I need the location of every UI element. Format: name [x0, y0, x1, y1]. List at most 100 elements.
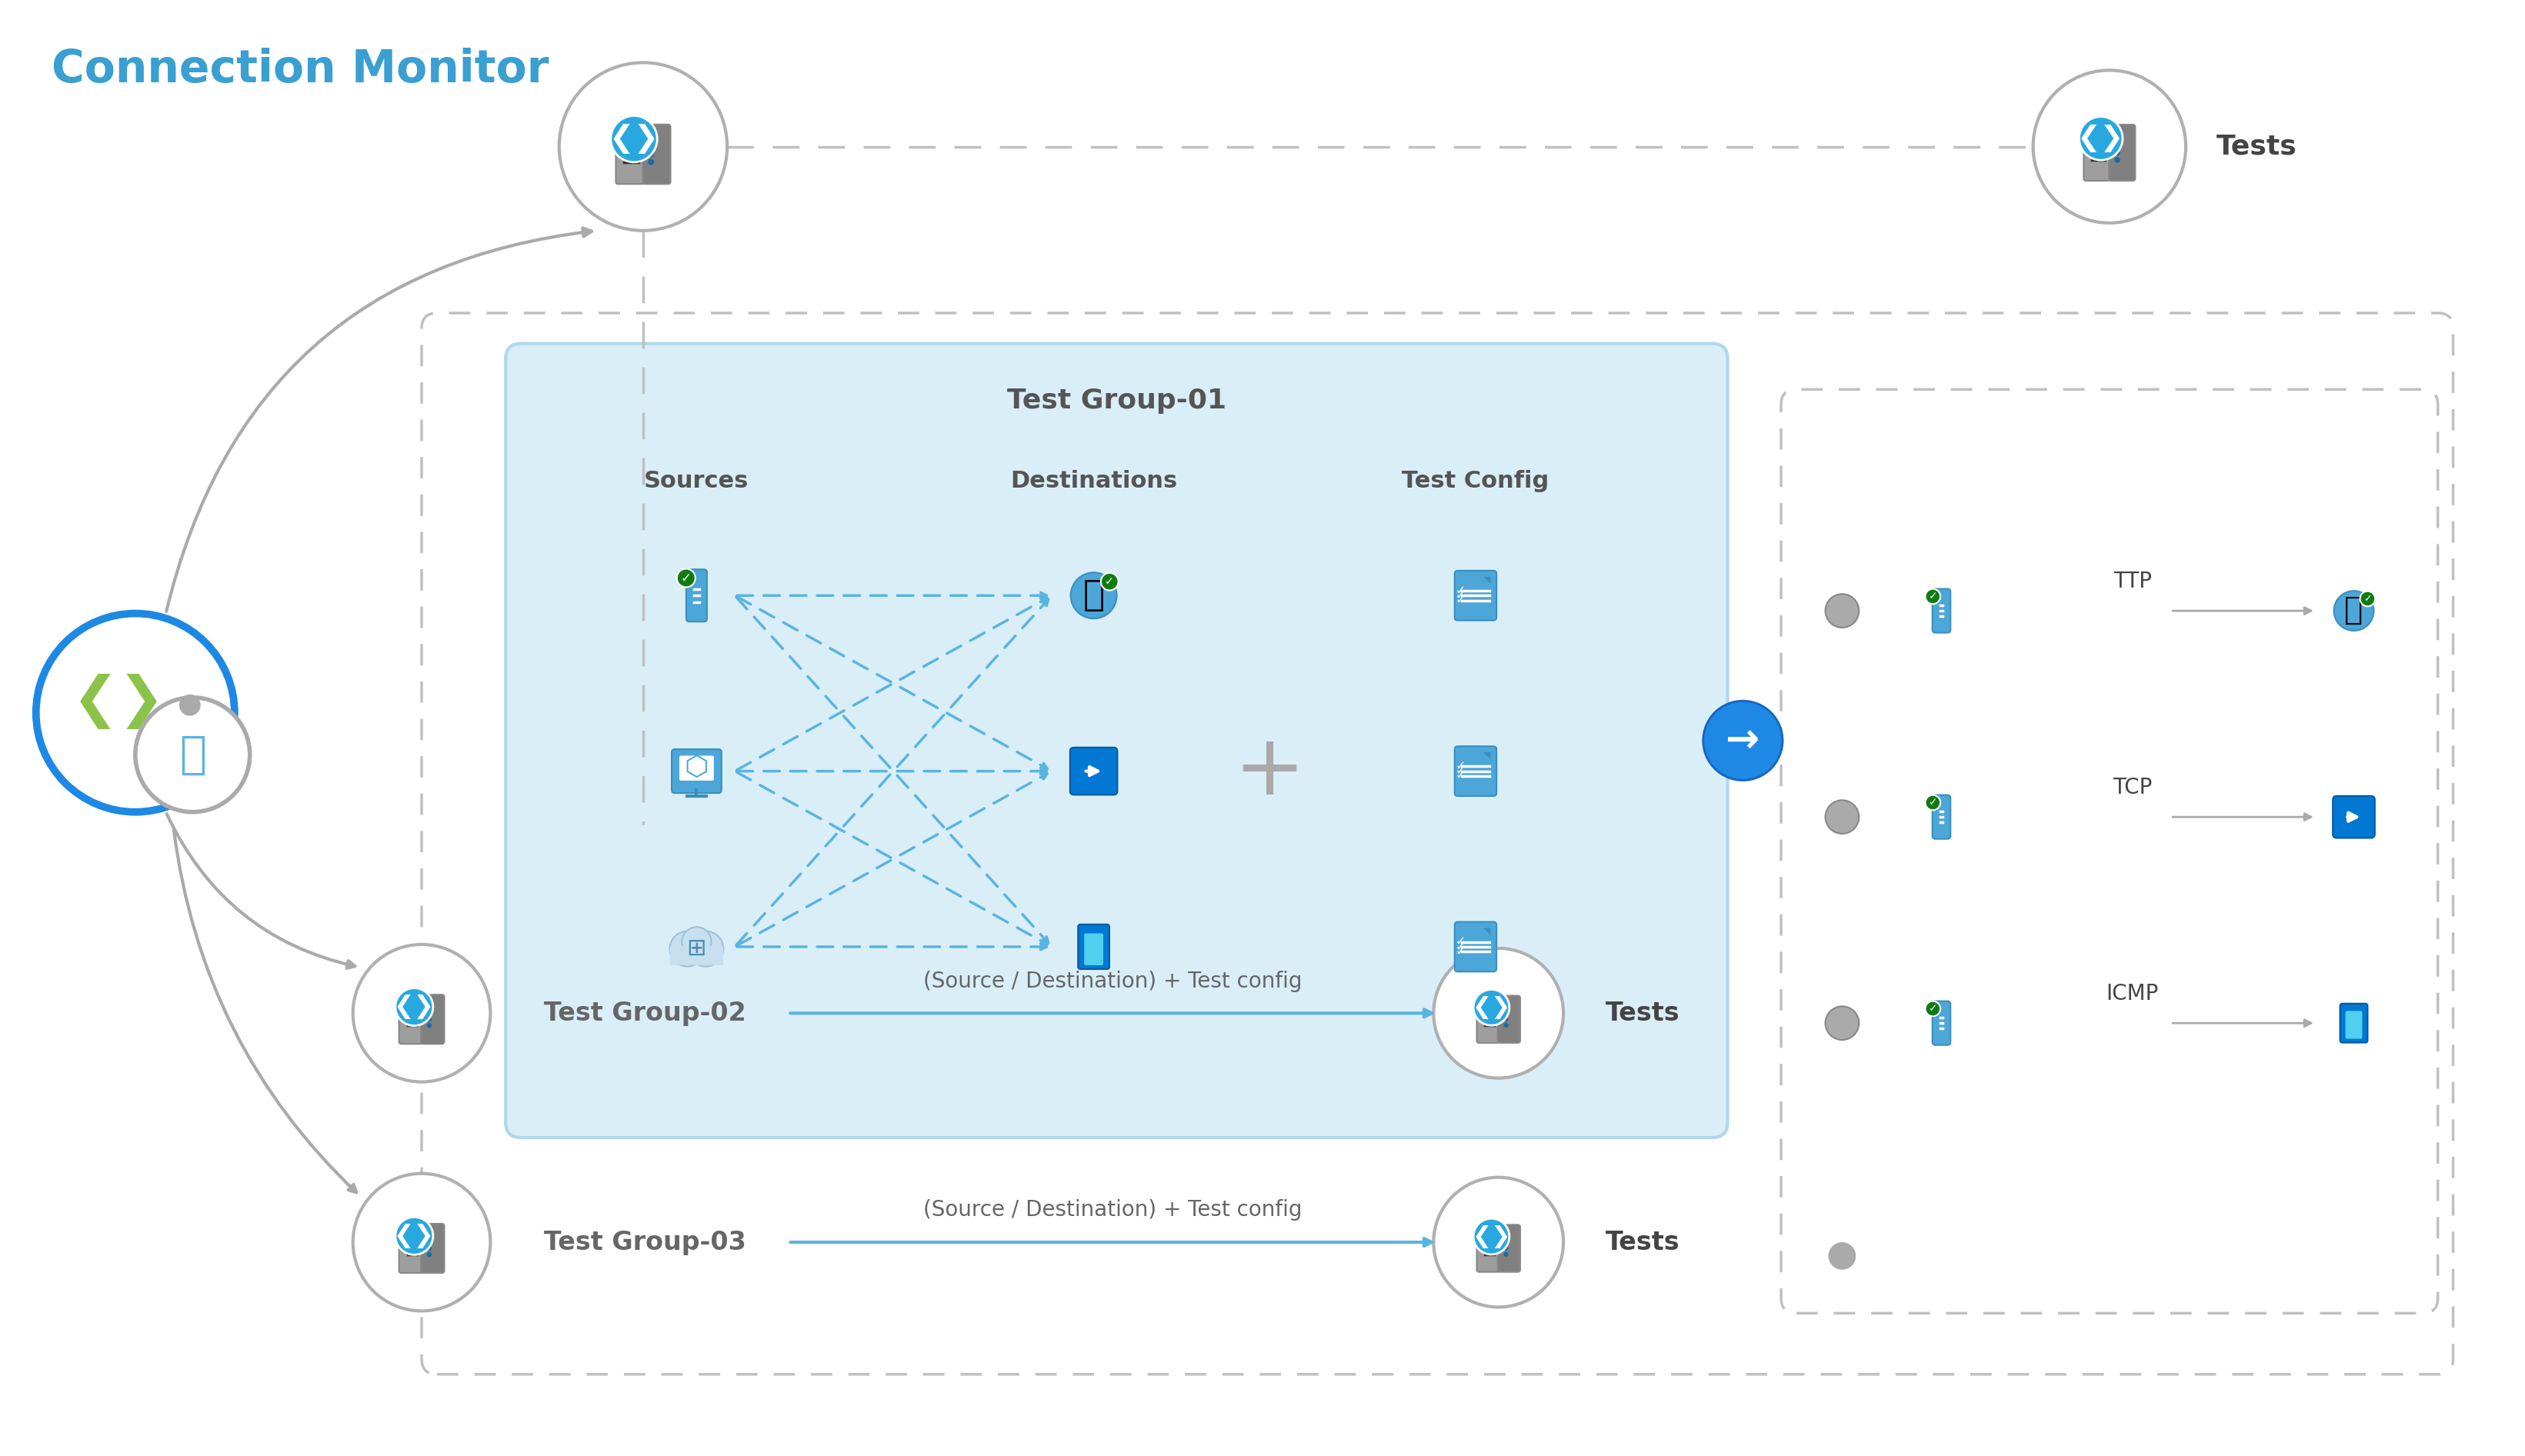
Circle shape: [1826, 594, 1858, 628]
Circle shape: [1924, 795, 1939, 810]
FancyBboxPatch shape: [1454, 571, 1497, 620]
Circle shape: [1704, 700, 1783, 780]
FancyBboxPatch shape: [2333, 796, 2376, 839]
Text: Test Config: Test Config: [1401, 470, 1550, 492]
Text: ❮❯: ❮❯: [71, 674, 164, 729]
Circle shape: [1828, 1242, 1856, 1270]
Circle shape: [396, 989, 434, 1025]
Text: Sources: Sources: [644, 470, 750, 492]
FancyBboxPatch shape: [2346, 1010, 2363, 1038]
Circle shape: [611, 115, 657, 162]
FancyBboxPatch shape: [669, 946, 722, 965]
Circle shape: [1924, 588, 1939, 604]
Text: Test Group-02: Test Group-02: [543, 1000, 745, 1026]
Text: (Source / Destination) + Test config: (Source / Destination) + Test config: [924, 1200, 1303, 1222]
Polygon shape: [1482, 927, 1490, 935]
FancyBboxPatch shape: [1497, 1224, 1520, 1273]
FancyBboxPatch shape: [1932, 795, 1949, 839]
Circle shape: [179, 695, 199, 716]
Text: ⬡: ⬡: [684, 756, 710, 782]
Text: ✓: ✓: [1106, 577, 1114, 587]
Text: (Source / Destination) + Test config: (Source / Destination) + Test config: [924, 970, 1303, 992]
FancyBboxPatch shape: [672, 750, 722, 794]
FancyBboxPatch shape: [2083, 125, 2111, 181]
FancyBboxPatch shape: [1497, 996, 1520, 1042]
FancyArrowPatch shape: [167, 229, 591, 612]
FancyArrowPatch shape: [174, 830, 356, 1192]
Circle shape: [2078, 116, 2124, 160]
FancyBboxPatch shape: [616, 124, 644, 183]
Circle shape: [1434, 1178, 1563, 1307]
Circle shape: [1071, 572, 1116, 619]
Circle shape: [1826, 801, 1858, 834]
Circle shape: [427, 1024, 432, 1028]
Text: ❮❯: ❮❯: [1472, 996, 1510, 1019]
Circle shape: [396, 1217, 434, 1255]
Text: ✓: ✓: [1454, 941, 1464, 952]
Text: ❮❯: ❮❯: [1472, 1224, 1510, 1248]
Text: ✓: ✓: [1454, 946, 1464, 957]
Text: ✓: ✓: [682, 571, 692, 585]
Text: Tests: Tests: [2217, 134, 2298, 160]
Circle shape: [427, 1239, 432, 1245]
Circle shape: [1505, 1016, 1507, 1022]
FancyBboxPatch shape: [1454, 922, 1497, 971]
Circle shape: [558, 63, 727, 230]
FancyBboxPatch shape: [1932, 588, 1949, 633]
Text: Tests: Tests: [1606, 1229, 1679, 1255]
Circle shape: [1434, 948, 1563, 1077]
Text: ❮❯: ❮❯: [609, 124, 659, 154]
Text: ❮❯: ❮❯: [2078, 125, 2124, 153]
FancyBboxPatch shape: [2341, 1003, 2368, 1042]
FancyBboxPatch shape: [687, 569, 707, 622]
Text: 🌐: 🌐: [1083, 578, 1103, 613]
Circle shape: [1101, 572, 1119, 590]
FancyBboxPatch shape: [422, 1223, 444, 1273]
FancyBboxPatch shape: [1477, 1224, 1500, 1273]
Circle shape: [2333, 591, 2374, 630]
Circle shape: [669, 932, 704, 967]
Circle shape: [427, 1010, 432, 1015]
Circle shape: [1505, 1241, 1507, 1245]
Circle shape: [689, 932, 725, 967]
Circle shape: [649, 151, 654, 157]
Text: ✓: ✓: [1454, 585, 1464, 597]
Text: ✓: ✓: [1454, 936, 1464, 948]
Circle shape: [1475, 1219, 1510, 1255]
Text: ❮❯: ❮❯: [394, 1223, 434, 1248]
FancyBboxPatch shape: [1932, 1002, 1949, 1045]
Text: Destinations: Destinations: [1010, 470, 1177, 492]
Text: ✓: ✓: [1454, 590, 1464, 601]
Text: ✓: ✓: [1929, 798, 1937, 808]
FancyBboxPatch shape: [644, 124, 672, 183]
Circle shape: [427, 1016, 432, 1022]
FancyBboxPatch shape: [505, 344, 1727, 1137]
FancyArrowPatch shape: [167, 814, 356, 968]
Circle shape: [677, 569, 694, 587]
Circle shape: [2113, 157, 2121, 163]
Circle shape: [35, 613, 235, 812]
Text: ✓: ✓: [1454, 770, 1464, 782]
Text: ✓: ✓: [1929, 591, 1937, 601]
FancyBboxPatch shape: [422, 994, 444, 1044]
Circle shape: [2113, 143, 2121, 149]
FancyBboxPatch shape: [679, 756, 715, 780]
Circle shape: [1924, 1002, 1939, 1016]
Circle shape: [427, 1246, 432, 1251]
Circle shape: [2113, 150, 2121, 156]
FancyBboxPatch shape: [1071, 747, 1119, 795]
Text: ⏱: ⏱: [179, 732, 207, 776]
Text: ✓: ✓: [1454, 760, 1464, 772]
Text: Test Group-01: Test Group-01: [1007, 387, 1227, 414]
Circle shape: [2361, 591, 2376, 606]
Text: →: →: [1727, 721, 1760, 760]
Polygon shape: [1482, 577, 1490, 584]
Circle shape: [1826, 1006, 1858, 1040]
Text: Test Group-03: Test Group-03: [543, 1229, 745, 1255]
Circle shape: [1505, 1024, 1507, 1028]
Text: TTP: TTP: [2113, 571, 2151, 593]
FancyBboxPatch shape: [1454, 747, 1497, 796]
FancyBboxPatch shape: [399, 994, 422, 1044]
FancyBboxPatch shape: [1083, 933, 1103, 965]
Text: 🌐: 🌐: [2343, 596, 2363, 626]
